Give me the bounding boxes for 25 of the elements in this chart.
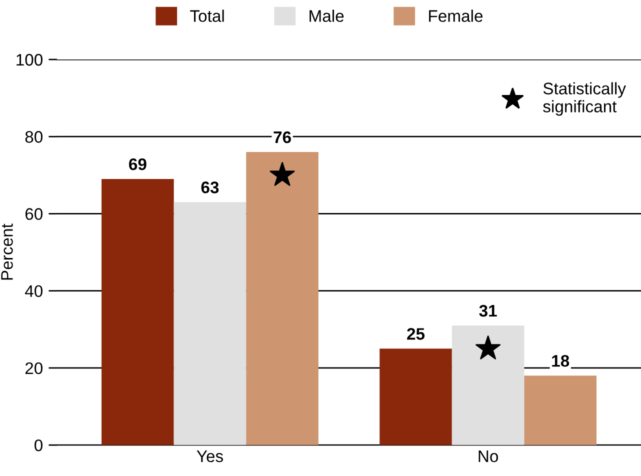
data-label: 69: [129, 158, 146, 170]
legend-label: Total: [190, 10, 224, 22]
bar: [380, 348, 452, 446]
x-tick-label: Yes: [196, 450, 223, 462]
data-label: 18: [552, 355, 570, 367]
bar: [452, 326, 524, 446]
y-tick-label: 0: [34, 439, 43, 452]
bar: [102, 179, 174, 446]
legend-label: Male: [310, 10, 344, 22]
y-tick-label: 80: [25, 131, 43, 143]
y-tick-label: 40: [25, 285, 43, 298]
legend-label: Female: [429, 10, 483, 22]
legend-label: Statistically significant: [543, 82, 626, 116]
bar: [246, 152, 318, 446]
bar: [524, 376, 597, 446]
x-tick-label: No: [478, 450, 498, 462]
y-tick-label: 60: [25, 208, 43, 220]
data-label: 76: [274, 131, 291, 144]
bar: [174, 202, 246, 446]
y-tick-label: 100: [16, 54, 43, 66]
data-label: 63: [201, 182, 219, 194]
data-label: 25: [407, 328, 425, 340]
data-label: 31: [479, 304, 497, 317]
y-axis-title: Percent: [1, 224, 13, 280]
y-tick-label: 20: [25, 362, 43, 374]
